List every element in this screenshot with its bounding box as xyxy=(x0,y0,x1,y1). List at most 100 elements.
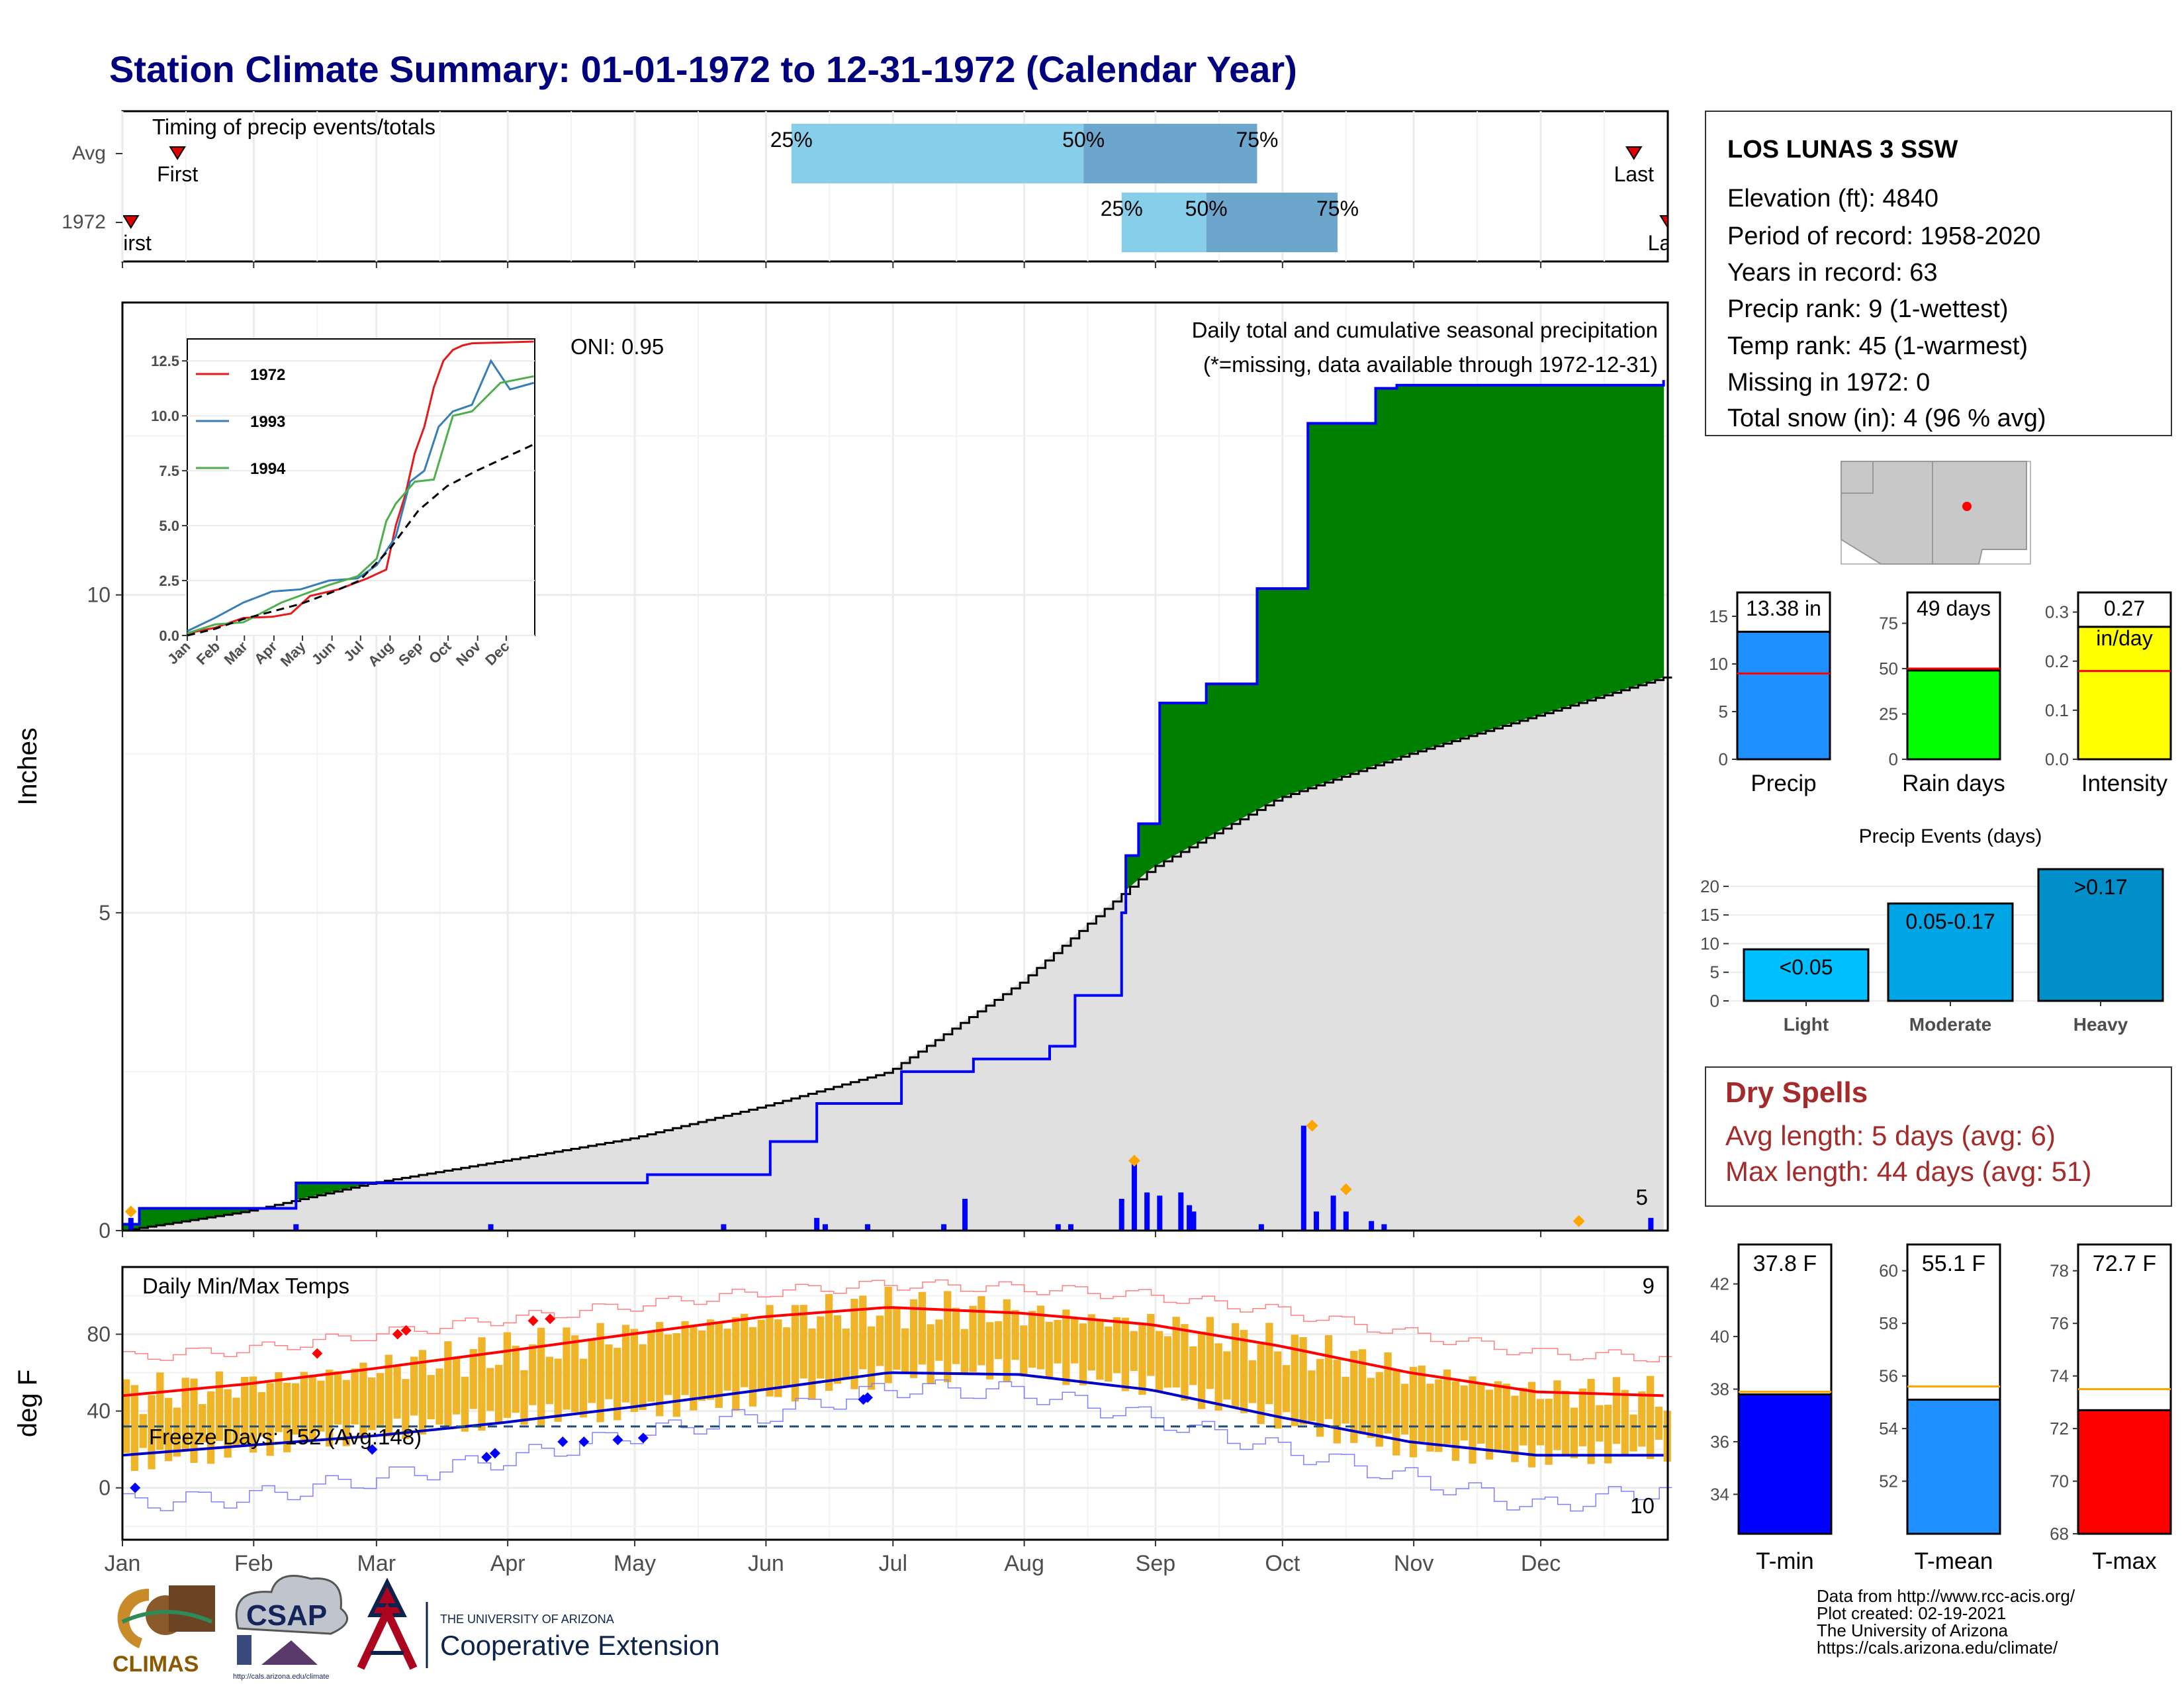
daily-temp-bar xyxy=(1214,1343,1222,1411)
precip-above-avg-fill xyxy=(1160,702,1165,864)
daily-temp-bar xyxy=(520,1370,528,1425)
precip-above-avg-fill xyxy=(1574,385,1580,704)
record-low-marker xyxy=(481,1452,492,1463)
page-title: Station Climate Summary: 01-01-1972 to 1… xyxy=(109,48,1297,90)
daily-precip-bar xyxy=(1381,1224,1387,1231)
record-low-line xyxy=(122,1379,1672,1512)
temp-bar-ytick-label: 60 xyxy=(1879,1261,1898,1281)
summary-ytick-label: 25 xyxy=(1879,704,1898,724)
daily-temp-bar xyxy=(215,1371,224,1441)
summary-bar-rain-days xyxy=(1906,669,2001,761)
oni-label: ONI: 0.95 xyxy=(570,334,664,359)
temp-bar-label-box xyxy=(2077,1243,2172,1411)
daily-temp-bar xyxy=(1291,1335,1298,1427)
precip-above-avg-fill xyxy=(326,1182,331,1194)
record-high-line xyxy=(122,1279,1672,1363)
record-low-marker xyxy=(578,1436,590,1448)
daily-precip-bar xyxy=(1157,1196,1163,1231)
precip-above-avg-fill xyxy=(1494,385,1499,729)
timing-label: Timing of precip events/totals xyxy=(152,115,435,139)
daily-temp-bar xyxy=(1342,1376,1349,1424)
events-ytick-label: 15 xyxy=(1700,905,1719,925)
summary-bars: 13.38 in 0 5 10 15 Precip 49 days 0 25 50 75 Rain d… xyxy=(1709,591,2172,796)
daily-temp-bar xyxy=(1096,1319,1104,1380)
daily-temp-bar xyxy=(1562,1390,1570,1456)
daily-temp-bar xyxy=(1647,1376,1655,1460)
daily-temp-bar xyxy=(681,1321,689,1395)
precip-above-avg-fill xyxy=(1469,385,1474,736)
precip-above-avg-fill xyxy=(152,1208,157,1227)
temp-bar-t-min xyxy=(1737,1393,1833,1535)
precip-above-avg-fill xyxy=(1473,385,1478,735)
daily-temp-bar xyxy=(334,1371,342,1425)
record-high-marker xyxy=(400,1325,412,1336)
summary-ytick-label: 0.1 xyxy=(2045,700,2069,720)
daily-temp-bar xyxy=(952,1307,960,1364)
station-line-2: Period of record: 1958-2020 xyxy=(1727,222,2040,250)
month-label-sep: Sep xyxy=(1136,1551,1176,1576)
footer-line-4: https://cals.arizona.edu/climate/ xyxy=(1817,1638,2058,1658)
precip-above-avg-fill xyxy=(1163,702,1169,862)
daily-temp-bar xyxy=(385,1354,392,1437)
precip-above-avg-fill xyxy=(1181,702,1186,852)
daily-temp-bar xyxy=(994,1321,1003,1360)
precip-above-avg-fill xyxy=(1359,423,1363,771)
inset-ytick-label: 12.5 xyxy=(151,353,179,369)
daily-temp-bar xyxy=(173,1407,181,1457)
precip-above-avg-fill xyxy=(1608,385,1614,694)
record-low-count: 10 xyxy=(1630,1493,1655,1518)
daily-temp-bar xyxy=(1265,1323,1273,1405)
precip-event-category: Moderate xyxy=(1909,1014,1991,1035)
station-location-dot xyxy=(1962,502,1972,511)
inset-legend-label: 1972 xyxy=(250,366,285,384)
summary-ytick-label: 75 xyxy=(1879,614,1898,633)
precip-above-avg-fill xyxy=(1126,855,1131,891)
precip-above-avg-fill xyxy=(1583,385,1588,702)
daily-temp-bar xyxy=(1054,1320,1062,1364)
daily-temp-bar xyxy=(909,1299,918,1378)
daily-temp-bar xyxy=(927,1324,934,1384)
precip-panel: 0 5 10 Inches Daily total and cumulative s… xyxy=(13,301,1672,1243)
missing-note: (*=missing, data available through 1972-… xyxy=(1203,352,1658,377)
daily-temp-bar xyxy=(486,1368,494,1411)
precip-above-avg-fill xyxy=(1227,684,1232,827)
daily-temp-bar xyxy=(410,1356,418,1416)
last-event-label: Last xyxy=(1648,231,1688,255)
daily-temp-bar xyxy=(1130,1331,1138,1372)
precip-above-avg-fill xyxy=(1464,385,1469,737)
daily-temp-bar xyxy=(1324,1335,1333,1419)
inset-legend-label: 1993 xyxy=(250,413,285,431)
precip-above-avg-fill xyxy=(203,1208,208,1219)
timing-q25-label: 25% xyxy=(770,128,813,152)
precip-above-avg-fill xyxy=(173,1208,178,1223)
footer-line-1: Data from http://www.rcc-acis.org/ xyxy=(1817,1586,2075,1606)
precip-above-avg-fill xyxy=(156,1208,161,1226)
daily-temp-bar xyxy=(266,1383,274,1456)
precip-above-avg-fill xyxy=(194,1208,199,1220)
precip-above-avg-fill xyxy=(1553,385,1559,711)
temp-bar-ytick-label: 58 xyxy=(1879,1313,1898,1333)
timing-q75-label: 75% xyxy=(1316,197,1359,220)
daily-temp-bar xyxy=(1469,1376,1477,1464)
precip-above-avg-fill xyxy=(1659,385,1664,679)
daily-temp-bar xyxy=(1426,1383,1434,1452)
daily-temp-bar xyxy=(427,1375,435,1420)
daily-temp-bar xyxy=(1003,1299,1011,1382)
record-low-marker xyxy=(612,1434,623,1446)
daily-temp-bar xyxy=(1502,1383,1510,1452)
daily-temp-bar xyxy=(579,1358,588,1418)
daily-temp-bar xyxy=(1138,1323,1146,1395)
daily-temp-bar xyxy=(1181,1324,1189,1401)
daily-temp-bar xyxy=(1197,1331,1206,1409)
summary-ytick-label: 0.2 xyxy=(2045,651,2069,671)
daily-precip-bar xyxy=(1131,1160,1137,1231)
month-label-nov: Nov xyxy=(1394,1551,1433,1576)
daily-temp-bar xyxy=(1527,1382,1536,1468)
cumulative-precip-line xyxy=(122,380,1665,1226)
daily-temp-bar xyxy=(461,1376,469,1432)
precip-above-avg-fill xyxy=(1193,702,1199,845)
daily-temp-bar xyxy=(1587,1379,1595,1464)
daily-temp-bar xyxy=(1299,1336,1307,1425)
last-event-label: Last xyxy=(1614,162,1655,186)
precip-event-bar-label: <0.05 xyxy=(1780,955,1833,979)
